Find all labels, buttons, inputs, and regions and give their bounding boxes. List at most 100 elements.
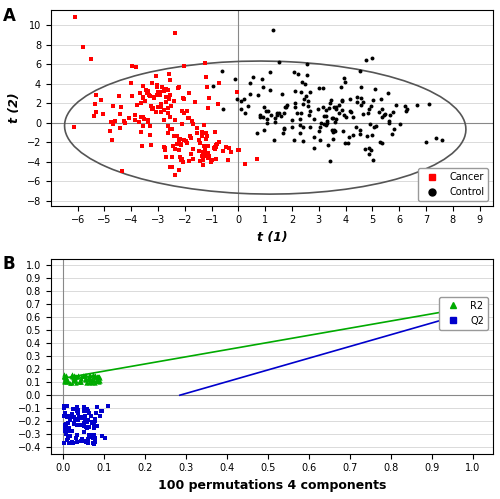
Point bbox=[357, 83, 365, 91]
Point bbox=[284, 100, 292, 108]
Point bbox=[198, 132, 206, 140]
Point bbox=[330, 103, 338, 111]
Point bbox=[164, 122, 172, 130]
Point bbox=[164, 104, 172, 112]
Point bbox=[371, 84, 379, 92]
Point bbox=[271, 118, 279, 126]
Point bbox=[234, 88, 241, 96]
Point bbox=[128, 92, 136, 100]
Point bbox=[338, 96, 346, 104]
Point bbox=[304, 111, 312, 119]
Point bbox=[296, 115, 304, 123]
Point bbox=[82, 371, 90, 379]
Point bbox=[377, 95, 385, 103]
Point bbox=[304, 60, 312, 68]
Point bbox=[92, 415, 100, 423]
Point bbox=[166, 113, 173, 121]
Point bbox=[81, 375, 89, 383]
Point bbox=[188, 117, 196, 125]
Point bbox=[203, 151, 211, 159]
Point bbox=[92, 371, 100, 379]
Point bbox=[172, 145, 179, 153]
Point bbox=[338, 105, 346, 113]
Point bbox=[72, 421, 80, 429]
Point bbox=[388, 108, 396, 116]
Point bbox=[249, 73, 257, 81]
Point bbox=[81, 375, 89, 383]
Point bbox=[422, 138, 430, 146]
Point bbox=[353, 97, 361, 105]
Point bbox=[270, 136, 278, 144]
Point bbox=[90, 432, 98, 440]
Point bbox=[212, 140, 220, 148]
Point bbox=[297, 109, 305, 117]
Point bbox=[84, 424, 92, 432]
Point bbox=[316, 136, 324, 144]
Point bbox=[104, 402, 112, 410]
Point bbox=[112, 117, 120, 125]
Point bbox=[144, 87, 152, 95]
Point bbox=[122, 119, 130, 127]
Point bbox=[174, 135, 182, 143]
Point bbox=[136, 113, 144, 121]
Point bbox=[70, 419, 78, 427]
Point bbox=[88, 371, 96, 379]
Legend: R2, Q2: R2, Q2 bbox=[440, 297, 488, 329]
Point bbox=[170, 116, 178, 124]
Point bbox=[189, 145, 197, 153]
Point bbox=[370, 156, 378, 164]
Point bbox=[128, 62, 136, 70]
Point bbox=[88, 431, 96, 439]
Point bbox=[74, 378, 82, 386]
Point bbox=[132, 63, 140, 71]
Point bbox=[202, 152, 210, 160]
Point bbox=[68, 373, 76, 381]
Point bbox=[324, 104, 332, 112]
Point bbox=[303, 71, 311, 79]
Point bbox=[254, 91, 262, 99]
Point bbox=[90, 424, 98, 432]
Point bbox=[69, 440, 77, 448]
Point bbox=[190, 155, 198, 163]
Point bbox=[90, 377, 98, 385]
Point bbox=[204, 142, 212, 150]
Point bbox=[314, 127, 322, 135]
Point bbox=[150, 93, 158, 101]
Point bbox=[60, 378, 68, 386]
Point bbox=[77, 437, 85, 445]
Point bbox=[60, 375, 68, 383]
Point bbox=[202, 73, 209, 81]
Point bbox=[149, 104, 157, 112]
Point bbox=[84, 407, 92, 415]
Point bbox=[134, 118, 142, 126]
Point bbox=[84, 431, 92, 439]
Point bbox=[68, 379, 76, 387]
Point bbox=[372, 122, 380, 130]
Point bbox=[218, 67, 226, 75]
Point bbox=[331, 128, 339, 136]
Point bbox=[72, 372, 80, 380]
Point bbox=[107, 118, 115, 126]
Point bbox=[320, 120, 328, 128]
Point bbox=[322, 112, 330, 120]
Point bbox=[208, 156, 216, 164]
Point bbox=[170, 132, 177, 140]
Point bbox=[300, 95, 308, 103]
Point bbox=[94, 374, 102, 382]
Point bbox=[176, 153, 184, 161]
Point bbox=[211, 145, 219, 153]
Point bbox=[364, 109, 372, 117]
Point bbox=[131, 111, 139, 119]
Point bbox=[84, 407, 92, 415]
Point bbox=[76, 376, 84, 384]
Point bbox=[204, 104, 212, 112]
Point bbox=[157, 108, 165, 116]
Point bbox=[66, 413, 74, 421]
Point bbox=[90, 112, 98, 120]
Point bbox=[70, 420, 78, 428]
Point bbox=[288, 116, 296, 124]
Point bbox=[88, 373, 96, 381]
Point bbox=[94, 403, 102, 411]
Point bbox=[140, 115, 148, 123]
Point bbox=[192, 124, 200, 132]
